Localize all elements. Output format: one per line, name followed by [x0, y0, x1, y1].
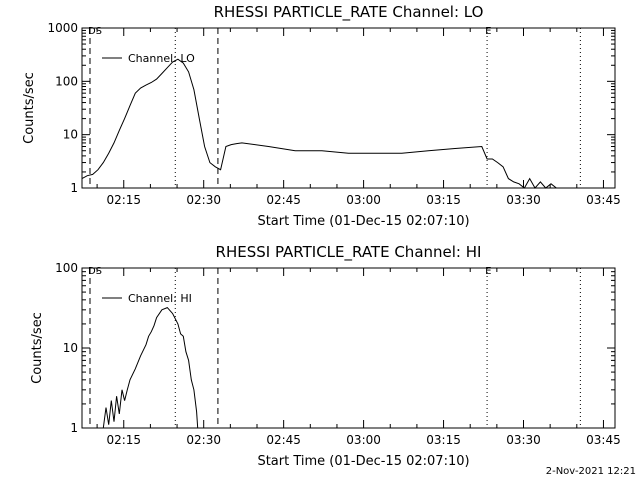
legend-label: Channel: HI	[128, 292, 192, 305]
y-axis-label: Counts/sec	[30, 312, 45, 384]
x-tick-label: 03:15	[426, 193, 461, 207]
x-tick-label: 03:00	[346, 433, 381, 447]
x-tick-label: 03:45	[586, 193, 621, 207]
hi-channel-panel: RHESSI PARTICLE_RATE Channel: HI 02:15 02:…	[30, 243, 621, 469]
lo-channel-panel: RHESSI PARTICLE_RATE Channel: LO 02:15 02:…	[22, 3, 621, 229]
chart-title: RHESSI PARTICLE_RATE Channel: LO	[214, 3, 484, 22]
y-tick-label: 1	[70, 421, 78, 435]
y-tick-label: 10	[63, 128, 78, 142]
x-tick-label: 02:45	[266, 193, 301, 207]
x-tick-label: 02:45	[266, 433, 301, 447]
y-axis-label: Counts/sec	[22, 72, 37, 144]
footer-date: 2-Nov-2021 12:21	[546, 466, 636, 477]
x-tick-label: 03:15	[426, 433, 461, 447]
series-line	[81, 58, 562, 189]
x-tick-label: 02:30	[186, 193, 221, 207]
x-tick-label: 02:15	[106, 193, 141, 207]
y-tick-label: 100	[55, 74, 78, 88]
series-line	[102, 307, 199, 429]
legend-label: Channel: LO	[128, 52, 195, 65]
y-tick-label: 10	[63, 341, 78, 355]
chart-title: RHESSI PARTICLE_RATE Channel: HI	[216, 243, 482, 262]
y-tick-label: 100	[55, 261, 78, 275]
marker-label: DS	[88, 26, 102, 37]
x-axis-label: Start Time (01-Dec-15 02:07:10)	[257, 214, 469, 229]
marker-label: DS	[88, 266, 102, 277]
x-tick-label: 02:15	[106, 433, 141, 447]
x-tick-label: 03:30	[506, 193, 541, 207]
y-tick-label: 1000	[47, 21, 78, 35]
x-tick-label: 03:45	[586, 433, 621, 447]
x-tick-label: 02:30	[186, 433, 221, 447]
marker-label: E	[485, 266, 491, 277]
x-axis-label: Start Time (01-Dec-15 02:07:10)	[257, 454, 469, 469]
x-tick-label: 03:00	[346, 193, 381, 207]
x-tick-label: 03:30	[506, 433, 541, 447]
plot-frame	[81, 27, 616, 189]
y-tick-label: 1	[70, 181, 78, 195]
marker-label: E	[485, 26, 491, 37]
